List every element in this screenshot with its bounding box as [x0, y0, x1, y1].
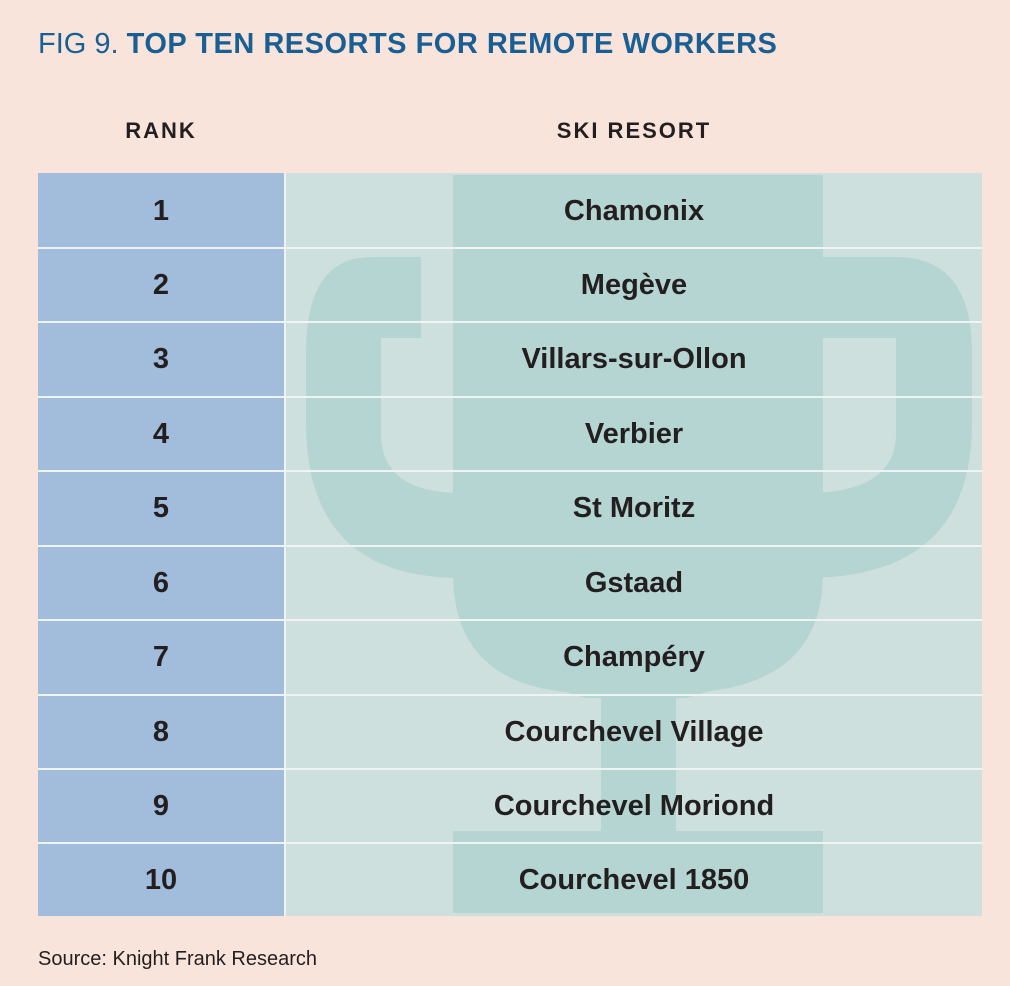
resort-cell: Chamonix — [563, 194, 705, 227]
resort-cell: Gstaad — [584, 566, 684, 599]
rank-cell: 8 — [152, 715, 170, 748]
rank-cell: 4 — [152, 417, 170, 450]
figure-number: FIG 9. — [38, 28, 119, 60]
table-row: 5 St Moritz — [38, 472, 982, 544]
row-divider — [38, 842, 982, 844]
figure-title: FIG 9. TOP TEN RESORTS FOR REMOTE WORKER… — [38, 28, 777, 61]
table-row: 4 Verbier — [38, 398, 982, 470]
row-divider — [38, 768, 982, 770]
table-row: 3 Villars-sur-Ollon — [38, 323, 982, 395]
resort-column — [286, 173, 982, 916]
row-divider — [38, 247, 982, 249]
rank-cell: 1 — [152, 194, 170, 227]
rank-cell: 9 — [152, 789, 170, 822]
row-divider — [38, 694, 982, 696]
resort-column-header: SKI RESORT — [556, 118, 712, 143]
row-divider — [38, 545, 982, 547]
rank-cell: 10 — [144, 863, 178, 896]
rank-column-header: RANK — [125, 118, 197, 143]
table-row: 2 Megève — [38, 249, 982, 321]
rank-cell: 7 — [152, 640, 170, 673]
row-divider — [38, 321, 982, 323]
table-row: 9 Courchevel Moriond — [38, 770, 982, 842]
resort-cell: Verbier — [584, 417, 684, 450]
rank-cell: 2 — [152, 268, 170, 301]
resort-cell: Megève — [580, 268, 688, 301]
table-row: 10 Courchevel 1850 — [38, 844, 982, 916]
resort-cell: Courchevel Moriond — [493, 789, 775, 822]
source-note: Source: Knight Frank Research — [38, 948, 318, 970]
table-row: 8 Courchevel Village — [38, 696, 982, 768]
rank-cell: 3 — [152, 342, 170, 375]
table-row: 7 Champéry — [38, 621, 982, 693]
table-row: 6 Gstaad — [38, 547, 982, 619]
trophy-icon — [306, 175, 972, 913]
row-divider — [38, 396, 982, 398]
row-divider — [38, 470, 982, 472]
table-rows: 1 Chamonix 2 Megève 3 Villars-sur-Ollon … — [38, 173, 982, 916]
ranking-table: 1 Chamonix 2 Megève 3 Villars-sur-Ollon … — [38, 173, 982, 916]
rank-cell: 5 — [152, 491, 170, 524]
column-divider — [284, 173, 286, 916]
rank-column — [38, 173, 284, 916]
figure-heading: TOP TEN RESORTS FOR REMOTE WORKERS — [126, 28, 778, 60]
table-row: 1 Chamonix — [38, 175, 982, 247]
row-divider — [38, 619, 982, 621]
resort-cell: Courchevel 1850 — [518, 863, 750, 896]
resort-cell: St Moritz — [572, 491, 696, 524]
rank-cell: 6 — [152, 566, 170, 599]
resort-cell: Champéry — [563, 640, 705, 673]
resort-cell: Courchevel Village — [504, 715, 764, 748]
resort-cell: Villars-sur-Ollon — [521, 342, 747, 375]
